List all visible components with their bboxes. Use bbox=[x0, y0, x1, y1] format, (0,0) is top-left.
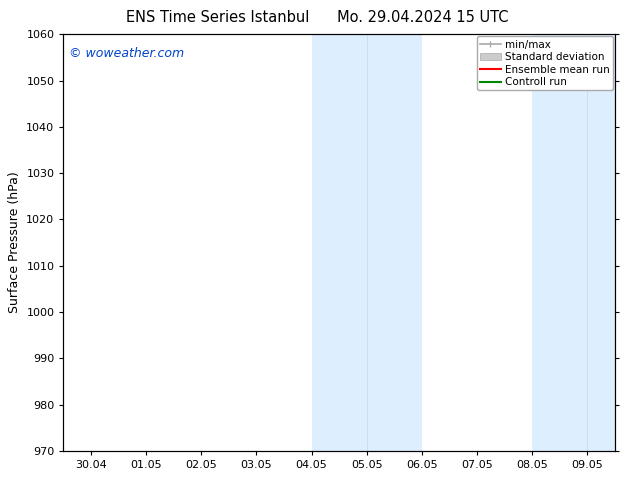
Bar bbox=[533, 34, 588, 451]
Legend: min/max, Standard deviation, Ensemble mean run, Controll run: min/max, Standard deviation, Ensemble me… bbox=[477, 36, 613, 91]
Bar bbox=[312, 34, 367, 451]
Bar bbox=[588, 34, 615, 451]
Text: © woweather.com: © woweather.com bbox=[69, 47, 184, 60]
Y-axis label: Surface Pressure (hPa): Surface Pressure (hPa) bbox=[8, 172, 21, 314]
Text: ENS Time Series Istanbul      Mo. 29.04.2024 15 UTC: ENS Time Series Istanbul Mo. 29.04.2024 … bbox=[126, 10, 508, 25]
Bar bbox=[366, 34, 422, 451]
